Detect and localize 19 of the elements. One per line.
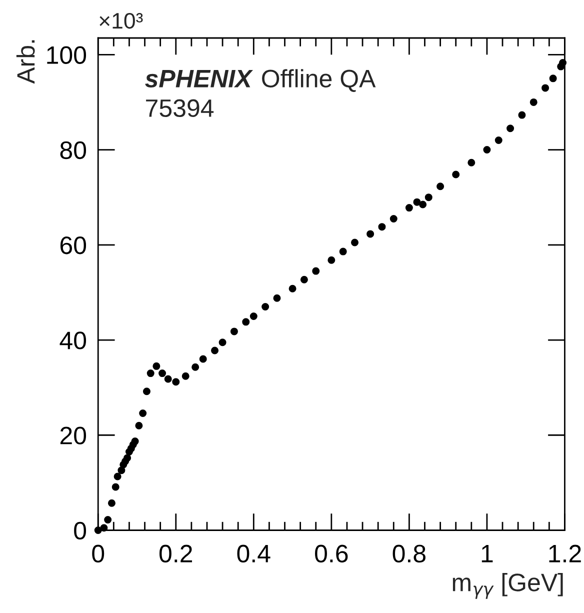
y-tick-label: 80 <box>60 141 86 160</box>
x-tick-label: 0.8 <box>392 544 426 562</box>
y-tick-label: 40 <box>60 332 86 350</box>
y-axis-title: Arb. <box>16 40 35 84</box>
x-tick-label: 0 <box>92 544 104 562</box>
x-tick-label: 1.2 <box>549 544 581 562</box>
annotation: sPHENIX <box>145 70 254 88</box>
x-axis-title: m$_{γγ}$ [GeV] <box>452 572 563 599</box>
x-tick-label: 0.6 <box>315 544 348 562</box>
y-tick-label: 100 <box>47 46 86 64</box>
y-tick-label: 60 <box>60 236 86 254</box>
y-tick-label: 0 <box>74 522 86 540</box>
annotation: Offline QA <box>262 69 376 92</box>
annotation: 75394 <box>146 99 214 118</box>
y-tick-label: 20 <box>60 426 86 444</box>
x-tick-label: 1 <box>482 545 493 562</box>
x-tick-label: 0.2 <box>159 544 192 562</box>
text: ×10³ <box>100 12 143 29</box>
x-tick-label: 0.4 <box>237 544 270 562</box>
